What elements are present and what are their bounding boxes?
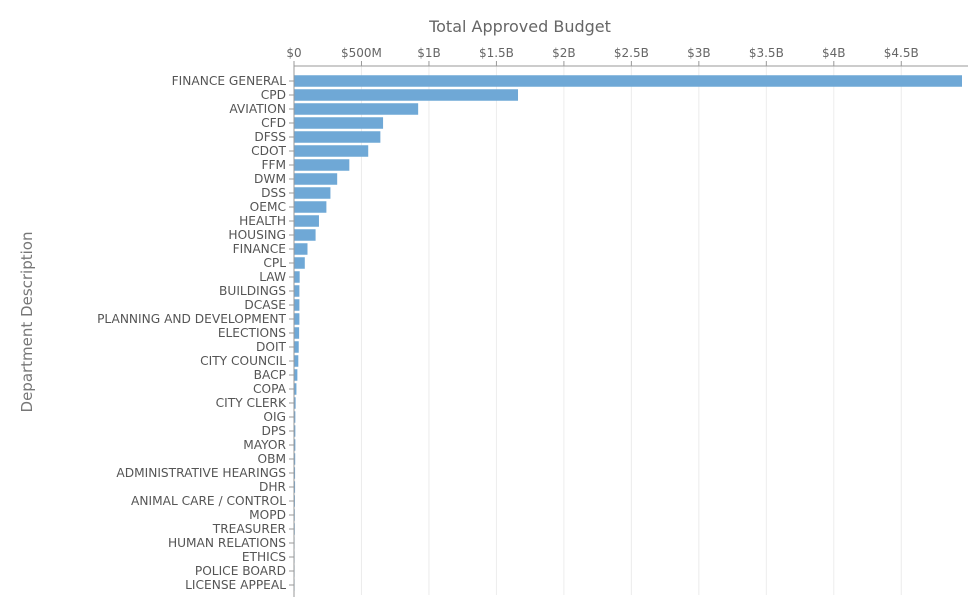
bar: [294, 397, 296, 409]
bar: [294, 313, 300, 325]
bar: [294, 75, 962, 87]
category-label: COPA: [253, 382, 287, 396]
x-tick-label: $1B: [417, 46, 441, 60]
x-tick-label: $2.5B: [614, 46, 649, 60]
category-label: MAYOR: [243, 438, 286, 452]
category-label: HOUSING: [228, 228, 286, 242]
chart-title: Total Approved Budget: [428, 17, 611, 36]
category-label: ADMINISTRATIVE HEARINGS: [116, 466, 286, 480]
bar: [294, 117, 384, 129]
category-label: OIG: [263, 410, 286, 424]
bar: [294, 481, 296, 493]
bar: [294, 341, 299, 353]
category-label: DPS: [262, 424, 287, 438]
bar: [294, 145, 369, 157]
x-tick-label: $4.5B: [884, 46, 919, 60]
category-label: DCASE: [244, 298, 286, 312]
bar: [294, 187, 331, 199]
category-label: CITY CLERK: [216, 396, 287, 410]
category-label: OBM: [258, 452, 286, 466]
bar: [294, 411, 296, 423]
category-label: CPD: [261, 88, 286, 102]
gridlines: [360, 66, 902, 595]
category-label: DSS: [261, 186, 286, 200]
x-tick-label: $4B: [822, 46, 846, 60]
category-label: CITY COUNCIL: [200, 354, 286, 368]
bar: [294, 201, 327, 213]
category-label: POLICE BOARD: [195, 564, 286, 578]
category-label: AVIATION: [229, 102, 286, 116]
bar: [294, 425, 296, 437]
category-label: HEALTH: [239, 214, 286, 228]
bar: [294, 243, 308, 255]
y-axis: FINANCE GENERALCPDAVIATIONCFDDFSSCDOTFFM…: [97, 66, 295, 597]
category-label: ETHICS: [242, 550, 286, 564]
category-label: DWM: [254, 172, 286, 186]
bar: [294, 453, 296, 465]
category-label: HUMAN RELATIONS: [168, 536, 286, 550]
bar: [294, 285, 300, 297]
bar: [294, 439, 296, 451]
bar: [294, 173, 338, 185]
bars: [294, 75, 962, 591]
bar: [294, 159, 350, 171]
y-axis-label: Department Description: [18, 232, 36, 413]
x-tick-label: $1.5B: [479, 46, 514, 60]
x-tick-label: $2B: [552, 46, 576, 60]
category-label: ELECTIONS: [218, 326, 286, 340]
bar: [294, 369, 298, 381]
x-tick-label: $3B: [687, 46, 711, 60]
x-axis: $0 $500M $1B $1.5B $2B $2.5B $3B $3.5B $4B $4.5B: [286, 46, 968, 67]
category-label: BACP: [254, 368, 286, 382]
x-tick-label: $0: [286, 46, 301, 60]
category-label: CPL: [263, 256, 286, 270]
category-label: CDOT: [251, 144, 286, 158]
category-label: DFSS: [254, 130, 286, 144]
bar: [294, 327, 300, 339]
category-label: CFD: [261, 116, 286, 130]
bar: [294, 383, 297, 395]
category-label: TREASURER: [212, 522, 287, 536]
bar: [294, 271, 300, 283]
category-label: OEMC: [250, 200, 286, 214]
category-label: MOPD: [249, 508, 286, 522]
category-label: DOIT: [256, 340, 287, 354]
bar: [294, 467, 296, 479]
category-label: FINANCE GENERAL: [172, 74, 287, 88]
bar: [294, 355, 299, 367]
category-label: FINANCE: [233, 242, 286, 256]
bar: [294, 299, 300, 311]
x-tick-label: $500M: [341, 46, 382, 60]
bar: [294, 89, 519, 101]
bar: [294, 229, 316, 241]
category-label: LAW: [259, 270, 286, 284]
category-label: FFM: [261, 158, 286, 172]
bar: [294, 215, 319, 227]
category-label: BUILDINGS: [219, 284, 286, 298]
category-label: LICENSE APPEAL: [185, 578, 286, 592]
bar: [294, 257, 305, 269]
category-label: DHR: [259, 480, 287, 494]
bar: [294, 103, 419, 115]
x-tick-label: $3.5B: [749, 46, 784, 60]
category-label: PLANNING AND DEVELOPMENT: [97, 312, 286, 326]
bar: [294, 131, 381, 143]
category-label: ANIMAL CARE / CONTROL: [131, 494, 286, 508]
